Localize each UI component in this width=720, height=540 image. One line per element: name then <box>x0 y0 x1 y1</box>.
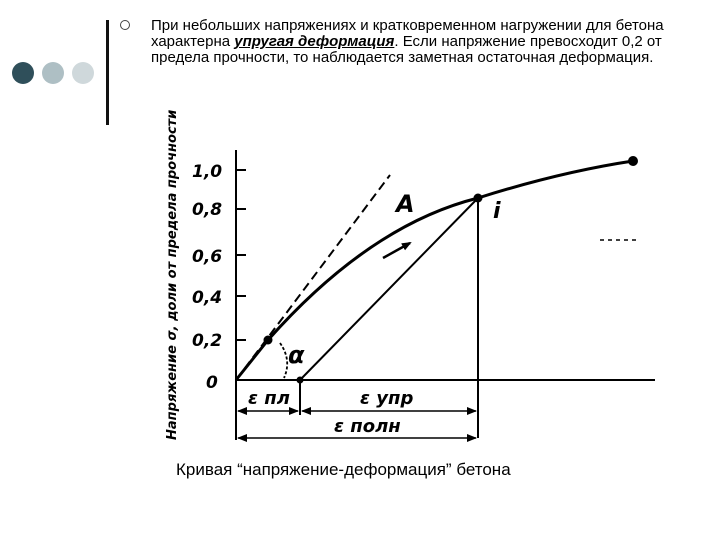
angle-arc <box>279 342 289 379</box>
angle-alpha-label: α <box>288 341 305 369</box>
point-residual <box>296 376 304 384</box>
eps-pl-label: ε пл <box>248 388 290 409</box>
y-tick-0-8: 0,8 <box>192 200 222 220</box>
text-before: При небольших напряжениях и кратковремен… <box>151 17 664 50</box>
eps-poln-label: ε полн <box>334 416 401 437</box>
figure-caption: Кривая “напряжение-деформация” бетона <box>176 460 511 479</box>
decorative-dots <box>12 62 102 86</box>
point-end <box>628 156 638 166</box>
loading-curve <box>234 159 634 381</box>
unloading-line <box>299 197 479 381</box>
text-emphasis: упругая деформация <box>234 33 395 50</box>
y-tick-0-4: 0,4 <box>192 288 222 308</box>
point-i <box>473 193 483 203</box>
y-tick-0-6: 0,6 <box>192 247 222 267</box>
dot-medium <box>42 62 64 84</box>
eps-upr-label: ε упр <box>360 388 413 409</box>
bullet-marker-icon <box>120 20 130 30</box>
y-tick-0: 0 <box>206 373 218 393</box>
point-0-2 <box>263 335 273 345</box>
dot-light <box>72 62 94 84</box>
bullet-text: При небольших напряжениях и кратковремен… <box>151 18 711 66</box>
y-axis-ticks <box>236 169 246 341</box>
text-after: . Если напряжение превосходит 0,2 от пре… <box>151 33 662 66</box>
y-tick-0-2: 0,2 <box>192 331 222 351</box>
direction-arrow-icon <box>382 241 412 260</box>
y-tick-1-0: 1,0 <box>192 162 222 182</box>
vertical-divider <box>106 20 109 125</box>
point-a-label: A <box>394 190 415 218</box>
point-i-label: i <box>493 199 501 224</box>
dot-dark <box>12 62 34 84</box>
y-axis-label: Напряжение σ, доли от предела прочности <box>165 110 180 440</box>
